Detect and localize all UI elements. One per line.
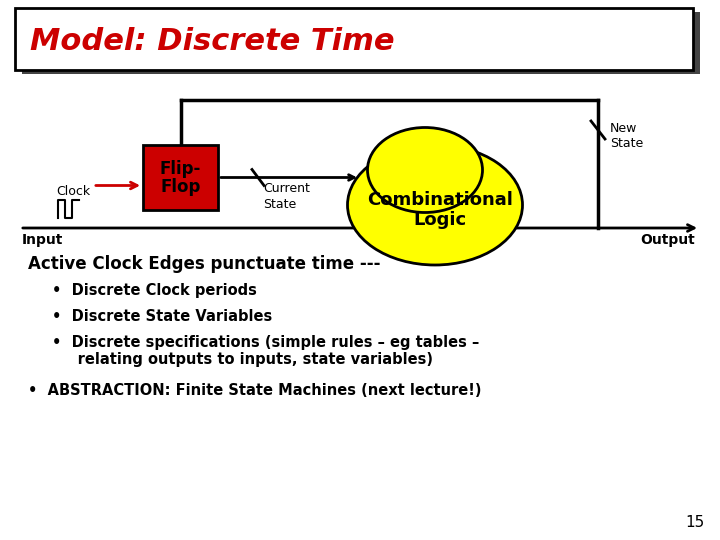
Ellipse shape	[367, 127, 482, 213]
Text: 15: 15	[685, 515, 705, 530]
Text: Clock: Clock	[56, 185, 90, 198]
Text: Combinational
Logic: Combinational Logic	[367, 191, 513, 229]
Text: •  Discrete specifications (simple rules – eg tables –
     relating outputs to : • Discrete specifications (simple rules …	[52, 335, 480, 367]
Text: Current
State: Current State	[263, 183, 310, 211]
Text: Flop: Flop	[161, 179, 201, 197]
Text: Input: Input	[22, 233, 63, 247]
Text: •  Discrete Clock periods: • Discrete Clock periods	[52, 283, 257, 298]
Text: Active Clock Edges punctuate time ---: Active Clock Edges punctuate time ---	[28, 255, 380, 273]
Ellipse shape	[348, 145, 523, 265]
Text: Output: Output	[640, 233, 695, 247]
Text: Flip-: Flip-	[160, 160, 201, 179]
Text: Model: Discrete Time: Model: Discrete Time	[30, 28, 395, 57]
Text: •  Discrete State Variables: • Discrete State Variables	[52, 309, 272, 324]
Text: •  ABSTRACTION: Finite State Machines (next lecture!): • ABSTRACTION: Finite State Machines (ne…	[28, 383, 482, 398]
Bar	[143, 145, 218, 210]
Text: New
State: New State	[610, 122, 643, 150]
FancyBboxPatch shape	[22, 12, 700, 74]
FancyBboxPatch shape	[15, 8, 693, 70]
